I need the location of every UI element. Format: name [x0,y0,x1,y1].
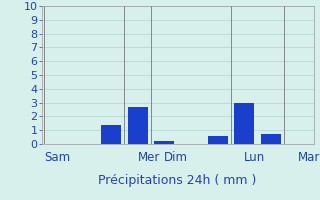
Text: Dim: Dim [164,151,188,164]
Bar [208,136,228,144]
Text: Sam: Sam [44,151,70,164]
Text: Précipitations 24h ( mm ): Précipitations 24h ( mm ) [99,174,257,187]
Bar [128,107,148,144]
Bar [261,134,281,144]
Bar [154,141,174,144]
Bar [101,125,121,144]
Text: Lun: Lun [244,151,266,164]
Text: Mar: Mar [298,151,320,164]
Bar [234,103,254,144]
Text: Mer: Mer [138,151,160,164]
